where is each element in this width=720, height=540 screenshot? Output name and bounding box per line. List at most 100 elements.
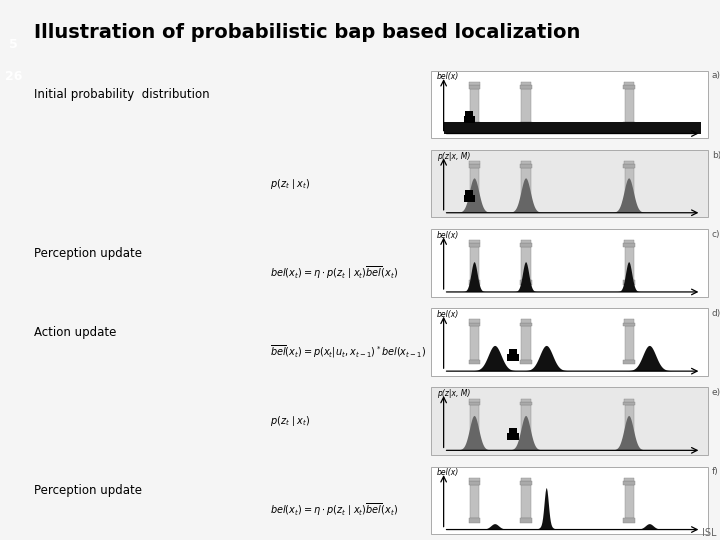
Polygon shape [444, 346, 701, 371]
Bar [509, 428, 517, 433]
Text: Perception update: Perception update [35, 247, 143, 260]
Bar [431, 71, 708, 138]
Bar [521, 280, 532, 285]
Bar [465, 111, 474, 116]
Bar [469, 122, 480, 126]
Bar [521, 478, 531, 481]
Bar [624, 82, 634, 85]
Bar [624, 360, 635, 364]
Bar [521, 322, 532, 326]
Bar [469, 161, 480, 164]
Bar [465, 191, 474, 195]
Bar [521, 484, 531, 518]
Bar [521, 244, 532, 247]
Text: $p(z_t \mid x_t)$: $p(z_t \mid x_t)$ [270, 414, 310, 428]
Bar [431, 387, 708, 455]
Bar [469, 439, 480, 443]
Bar [521, 399, 531, 402]
Bar [521, 164, 532, 168]
Bar [508, 433, 519, 440]
Text: bel(x): bel(x) [437, 310, 459, 319]
Bar [469, 240, 480, 244]
Bar [624, 484, 634, 518]
Text: a): a) [711, 71, 720, 80]
Bar [521, 406, 531, 439]
Bar [469, 402, 480, 406]
Bar [624, 168, 634, 201]
Bar [469, 481, 480, 484]
Bar [469, 478, 480, 481]
Bar [469, 280, 480, 285]
Bar [624, 247, 634, 280]
Bar [521, 439, 532, 443]
Text: Illustration of probabilistic bap based localization: Illustration of probabilistic bap based … [35, 23, 580, 42]
Bar [521, 82, 531, 85]
Bar [521, 360, 532, 364]
Polygon shape [444, 416, 701, 450]
Bar [470, 168, 480, 201]
Bar [469, 244, 480, 247]
Bar [624, 161, 634, 164]
Text: bel(x): bel(x) [437, 231, 459, 240]
Bar [469, 360, 480, 364]
Bar [624, 399, 634, 402]
Bar [509, 349, 517, 354]
Polygon shape [444, 178, 701, 213]
Bar [521, 161, 531, 164]
Bar [624, 244, 635, 247]
Bar [624, 518, 635, 523]
Bar [521, 85, 532, 89]
Bar [624, 240, 634, 244]
Bar [444, 122, 701, 133]
Bar [624, 402, 635, 406]
Text: ISL: ISL [702, 528, 716, 538]
Bar [624, 478, 634, 481]
Polygon shape [444, 488, 701, 530]
Bar [470, 89, 480, 122]
Bar [469, 518, 480, 523]
Text: e): e) [711, 388, 720, 397]
Bar [624, 439, 635, 443]
Bar [624, 280, 635, 285]
Bar [431, 467, 708, 534]
Bar [470, 247, 480, 280]
Bar [624, 481, 635, 484]
Bar [470, 326, 480, 360]
Bar [470, 406, 480, 439]
Bar [624, 164, 635, 168]
Text: $bel(x_t)=\eta \cdot p(z_t \mid x_t)\overline{bel}(x_t)$: $bel(x_t)=\eta \cdot p(z_t \mid x_t)\ove… [270, 502, 397, 518]
Bar [469, 85, 480, 89]
Bar [469, 201, 480, 206]
Text: p(z|x, M): p(z|x, M) [437, 152, 470, 160]
Bar [624, 201, 635, 206]
Bar [624, 122, 635, 126]
Bar [624, 85, 635, 89]
Text: bel(x): bel(x) [437, 72, 459, 82]
Bar [431, 150, 708, 218]
Text: c): c) [711, 230, 720, 239]
Bar [521, 201, 532, 206]
Bar [624, 322, 635, 326]
Text: $\overline{bel}(x_t)=p(x_t|u_t,x_{t-1})^*bel(x_{t-1})$: $\overline{bel}(x_t)=p(x_t|u_t,x_{t-1})^… [270, 343, 426, 360]
Bar [521, 481, 532, 484]
Text: 26: 26 [5, 70, 22, 83]
Polygon shape [444, 262, 701, 292]
Bar [521, 518, 532, 523]
Bar [431, 229, 708, 296]
Text: b): b) [711, 151, 720, 160]
Text: Perception update: Perception update [35, 484, 143, 497]
Bar [624, 89, 634, 122]
Bar [521, 326, 531, 360]
Bar [469, 322, 480, 326]
Bar [469, 399, 480, 402]
Text: bel(x): bel(x) [437, 468, 459, 477]
Text: f): f) [711, 468, 719, 476]
Bar [464, 116, 475, 123]
Bar [521, 240, 531, 244]
Bar [469, 164, 480, 168]
Text: d): d) [711, 309, 720, 318]
Bar [521, 89, 531, 122]
Bar [469, 82, 480, 85]
Text: $p(z_t \mid x_t)$: $p(z_t \mid x_t)$ [270, 177, 310, 191]
Bar [521, 320, 531, 322]
